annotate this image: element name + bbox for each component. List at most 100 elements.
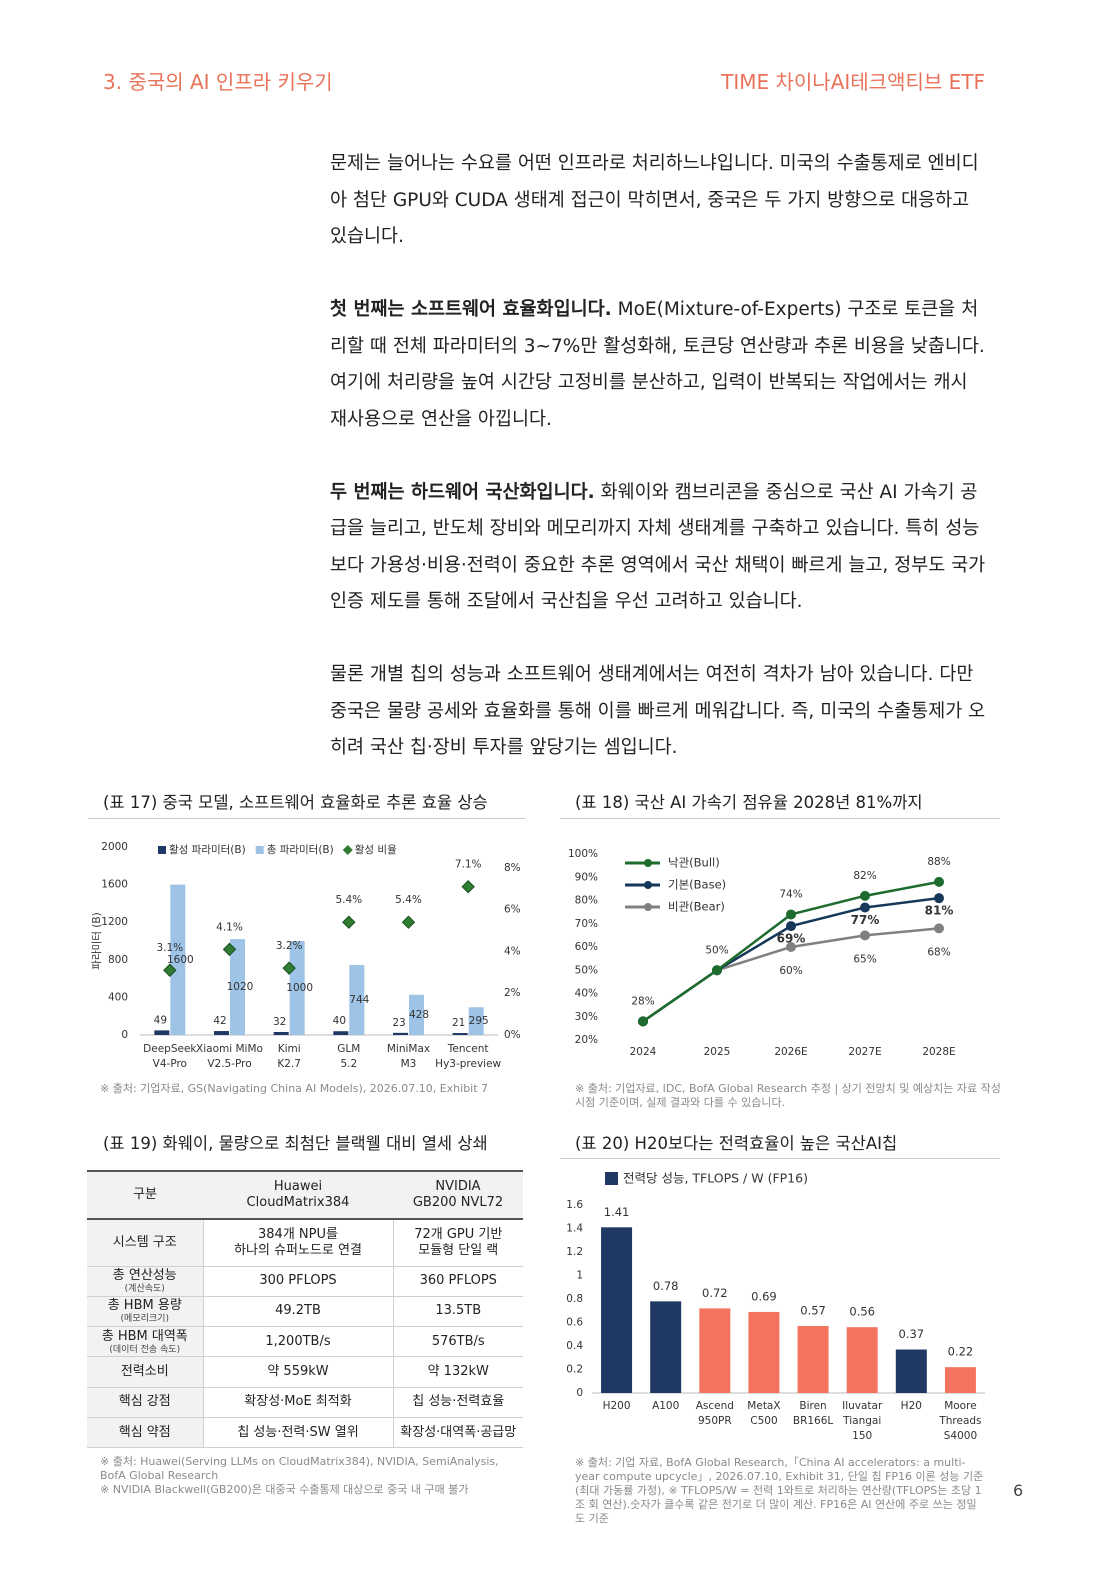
y-tick-label: 30% [575,1011,598,1023]
data-label: 5.4% [335,894,362,906]
table-cell: 300 PFLOPS [203,1266,394,1297]
legend-label: 활성 비율 [355,843,397,856]
body-text: 문제는 늘어나는 수요를 어떤 인프라로 처리하느냐입니다. 미국의 수출통제로… [330,146,990,803]
data-label: 23 [392,1017,405,1029]
point [712,965,722,976]
data-label: 0.22 [948,1345,974,1359]
bar [748,1311,780,1393]
legend-label: 낙관(Bull) [668,856,720,870]
y-tick-label: 1.4 [566,1223,583,1235]
legend-marker [342,845,353,855]
legend-label: 활성 파라미터(B) [169,843,246,856]
x-tick-label: V4-Pro [153,1058,187,1070]
data-label: 68% [927,946,950,958]
legend-marker [644,903,652,911]
ratio-marker [401,915,416,929]
header-left: 3. 중국의 AI 인프라 키우기 [103,70,333,94]
x-tick-label: Xiaomi MiMo [196,1043,263,1055]
bar [452,1033,468,1035]
x-tick-label: 150 [852,1430,872,1442]
row-label-note: (데이터 전송 속도) [109,1344,181,1355]
chart-title: (표 20) H20보다는 전력효율이 높은 국산AI칩 [575,1134,898,1153]
table-row: 전력소비 약 559kW 약 132kW [87,1356,523,1388]
title-rule [560,818,1000,819]
data-label: 4.1% [216,921,243,933]
y2-tick-label: 6% [504,904,521,916]
data-label: 40 [333,1015,346,1027]
row-label-text: 핵심 강점 [118,1394,171,1410]
bar [797,1326,829,1393]
table-cell: 49.2TB [203,1296,394,1328]
x-tick-label: S4000 [944,1430,977,1442]
column-header: 구분 [87,1170,203,1220]
data-label: 65% [853,953,876,965]
ratio-marker [282,961,296,975]
point [934,923,944,934]
y-tick-label: 0 [576,1387,583,1399]
legend-marker [644,881,652,889]
row-label: 총 HBM 용량 (메모리크기) [87,1296,204,1328]
source-note: ※ 출처: 기업자료, IDC, BofA Global Research 추정… [575,1082,1001,1109]
x-tick-label: V2.5-Pro [207,1058,251,1070]
x-tick-label: DeepSeek [143,1043,197,1055]
x-tick-label: Tiangai [842,1415,881,1427]
bar [846,1327,878,1393]
point [934,876,944,887]
x-tick-label: H200 [603,1400,631,1412]
table-cell: 576TB/s [393,1326,523,1358]
x-tick-label: Moore [944,1400,976,1412]
row-label-text: 핵심 약점 [118,1424,171,1440]
point [638,1016,648,1027]
bar [699,1308,731,1393]
legend-swatch [158,846,166,854]
row-label: 총 연산성능 (계산속도) [87,1266,204,1297]
ratio-marker [163,963,177,977]
title-rule [88,818,525,819]
page-number: 6 [1013,1481,1024,1500]
title-rule [560,1158,1000,1159]
table-row: 총 HBM 용량 (메모리크기) 49.2TB 13.5TB [87,1296,523,1328]
x-tick-label: Threads [938,1415,981,1427]
x-tick-label: K2.7 [277,1058,301,1070]
x-tick-label: 2026E [774,1046,807,1058]
source-note: ※ 출처: 기업자료, GS(Navigating China AI Model… [100,1082,489,1095]
paragraph: 물론 개별 칩의 성능과 소프트웨어 생태계에서는 여전히 격차가 남아 있습니… [330,657,990,767]
table-row: 총 연산성능 (계산속도) 300 PFLOPS 360 PFLOPS [87,1266,523,1297]
bar [895,1349,927,1393]
y-tick-label: 0.6 [566,1317,583,1329]
row-label-text: 시스템 구조 [112,1234,177,1250]
data-label: 744 [349,994,369,1006]
row-label-text: 총 HBM 용량 [107,1298,182,1314]
table-notes: ※ 출처: Huawei(Serving LLMs on CloudMatrix… [100,1455,520,1497]
y2-tick-label: 4% [504,945,521,957]
data-label: 1020 [227,981,254,993]
bar [601,1227,633,1393]
data-label: 81% [925,904,954,918]
column-header: Huawei CloudMatrix384 [203,1170,393,1220]
y-tick-label: 1.2 [566,1246,583,1258]
x-tick-label: BR166L [793,1415,834,1427]
x-tick-label: Ascend [696,1400,734,1412]
paragraph-lead: 첫 번째는 소프트웨어 효율화입니다. [330,299,612,320]
chart: 0 400 800 1200 1600 2000 0% 2% 4% 6% 8% 파라미터 (B) 49 4… [91,841,521,1070]
y-tick-label: 400 [108,991,128,1003]
y-tick-label: 0.8 [566,1293,583,1305]
y-tick-label: 0 [121,1029,128,1041]
data-label: 82% [853,870,876,882]
y-tick-label: 50% [575,964,598,976]
data-label: 0.37 [899,1327,925,1341]
data-label: 3.1% [156,942,183,954]
x-tick-label: A100 [652,1400,679,1412]
data-label: 49 [154,1014,167,1026]
table-cell: 약 559kW [203,1356,394,1388]
y-tick-label: 70% [575,918,598,930]
y-tick-label: 80% [575,895,598,907]
data-label: 69% [777,932,806,946]
table: 구분 Huawei CloudMatrix384 NVIDIA GB200 NVL7… [87,1170,523,1449]
point [860,902,870,913]
y-tick-label: 2000 [101,841,128,853]
data-label: 0.56 [849,1305,875,1319]
source-note: ※ 출처: 기업 자료, BofA Global Research,「China… [575,1456,984,1525]
data-label: 1600 [167,954,194,966]
